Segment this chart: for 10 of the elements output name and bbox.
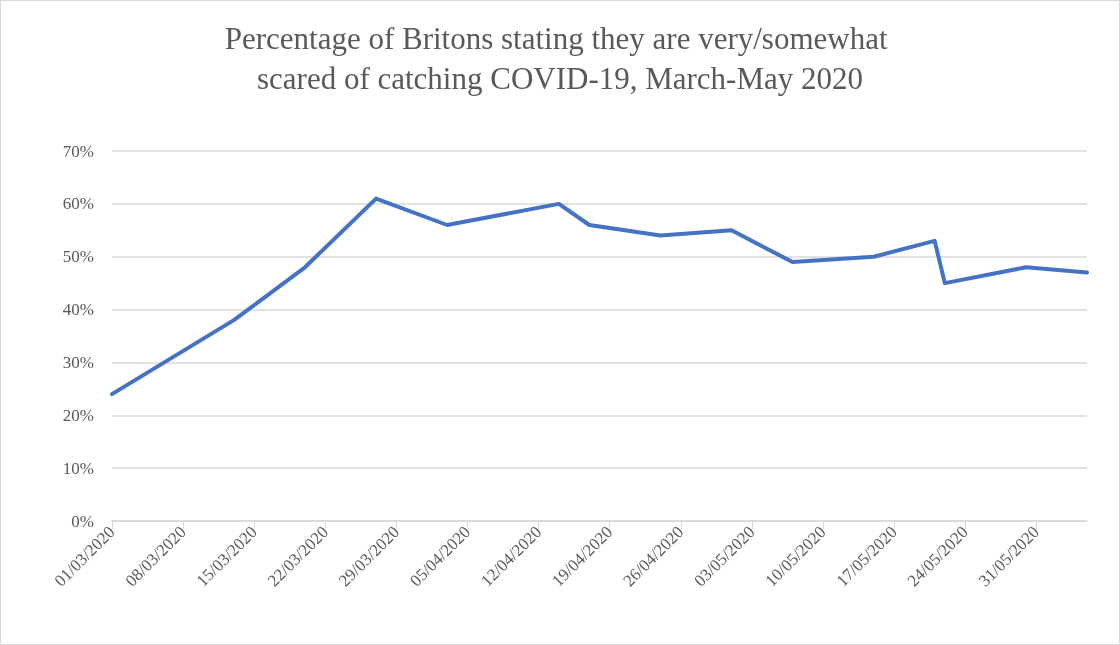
y-tick-label: 70% — [62, 141, 94, 161]
y-tick-label: 20% — [62, 405, 94, 425]
y-tick-label: 10% — [62, 458, 94, 478]
y-tick-label: 40% — [62, 300, 94, 320]
y-tick-label: 0% — [71, 511, 94, 531]
chart-title: Percentage of Britons stating they are very/somewhat scared of catching COVID-19, March-May 2020 — [224, 20, 896, 96]
y-tick-label: 60% — [62, 194, 94, 214]
y-tick-label: 30% — [62, 352, 94, 372]
line-series — [110, 196, 1089, 397]
y-tick-label: 50% — [62, 247, 94, 267]
